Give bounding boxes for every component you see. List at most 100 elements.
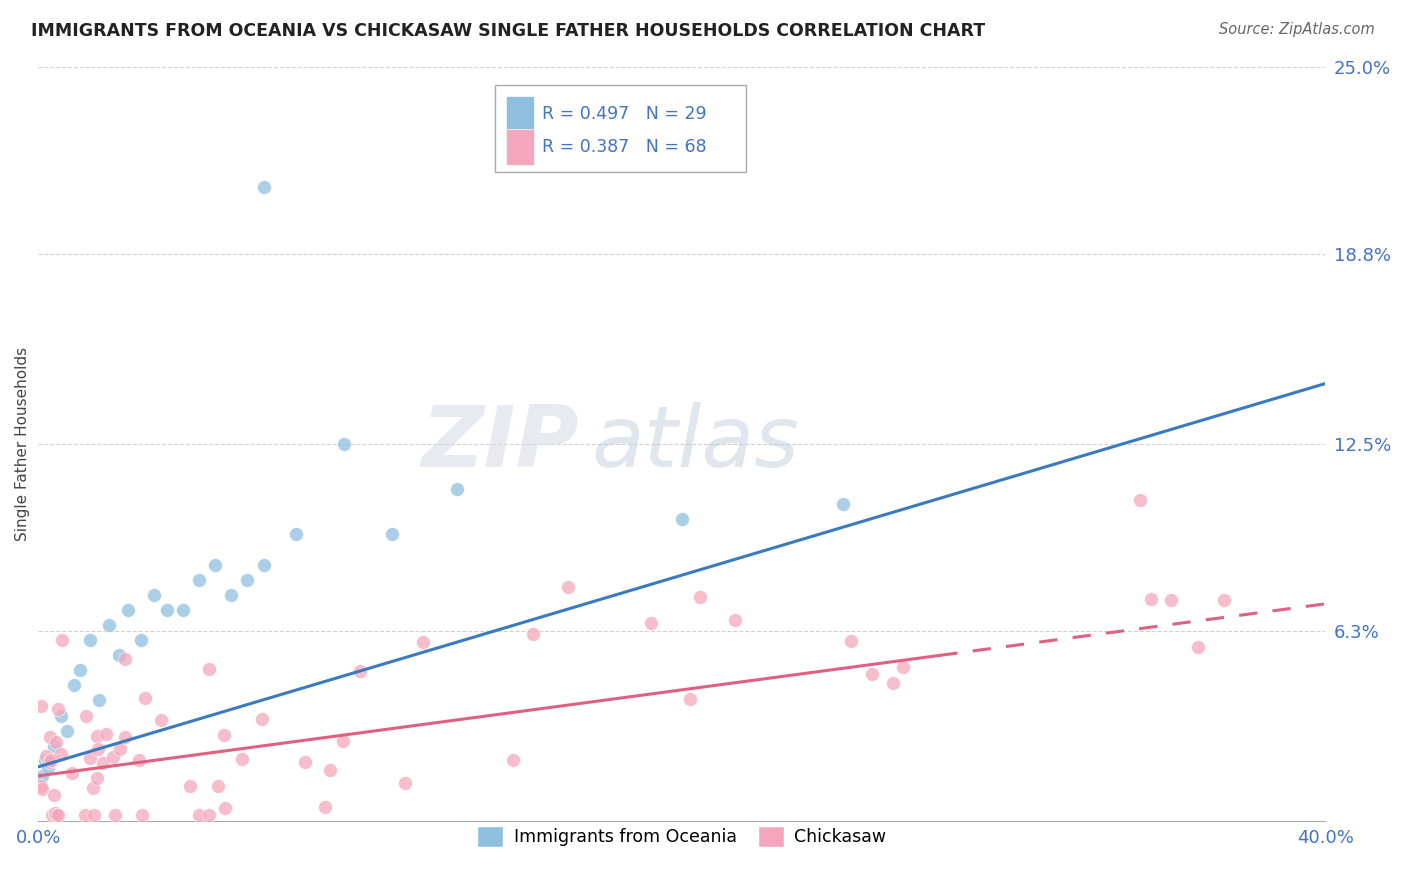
Point: [45, 808, 67, 822]
Point: [882, 675, 904, 690]
Point: [1212, 592, 1234, 607]
Point: [128, 753, 150, 767]
Point: [56, 723, 79, 738]
Point: [30, 779, 52, 793]
Point: [333, 437, 356, 451]
Text: ZIP: ZIP: [422, 402, 579, 485]
Bar: [506, 96, 534, 132]
Point: [522, 627, 544, 641]
Point: [41, 808, 63, 822]
Point: [79, 633, 101, 648]
Point: [37, 760, 59, 774]
Point: [1160, 593, 1182, 607]
Point: [83, 808, 105, 822]
Point: [446, 482, 468, 496]
Point: [349, 665, 371, 679]
Point: [69, 663, 91, 677]
Point: [1187, 640, 1209, 654]
Point: [79, 751, 101, 765]
Point: [891, 660, 914, 674]
Point: [214, 728, 236, 742]
Point: [231, 752, 253, 766]
Point: [49, 747, 72, 761]
Point: [172, 603, 194, 617]
Point: [73, 808, 96, 822]
Point: [94, 727, 117, 741]
Point: [46, 702, 69, 716]
Point: [236, 573, 259, 587]
Point: [110, 742, 132, 756]
Point: [1140, 592, 1163, 607]
Point: [679, 692, 702, 706]
Point: [86, 729, 108, 743]
Point: [34, 754, 56, 768]
Point: [134, 691, 156, 706]
Point: [38, 756, 60, 770]
Point: [252, 558, 274, 572]
Bar: [506, 129, 534, 165]
Point: [114, 730, 136, 744]
Point: [198, 808, 221, 822]
Point: [332, 734, 354, 748]
Point: [98, 618, 121, 632]
Point: [46, 808, 69, 822]
Point: [724, 613, 747, 627]
FancyBboxPatch shape: [495, 86, 747, 172]
Y-axis label: Single Father Households: Single Father Households: [15, 347, 30, 541]
Point: [75, 708, 97, 723]
Point: [45, 734, 67, 748]
Point: [103, 808, 125, 822]
Point: [82, 780, 104, 795]
Point: [44, 788, 66, 802]
Point: [149, 713, 172, 727]
Point: [39, 754, 62, 768]
Point: [640, 616, 662, 631]
Point: [221, 588, 243, 602]
Point: [394, 776, 416, 790]
Point: [502, 753, 524, 767]
Point: [62, 766, 84, 780]
Point: [86, 772, 108, 786]
Point: [31, 769, 53, 783]
Point: [314, 800, 336, 814]
Point: [131, 808, 153, 822]
Point: [671, 512, 693, 526]
Point: [204, 558, 226, 572]
Point: [62, 678, 84, 692]
Point: [87, 742, 110, 756]
Point: [89, 693, 111, 707]
Point: [197, 662, 219, 676]
Point: [319, 764, 342, 778]
Point: [252, 180, 274, 194]
Point: [143, 588, 166, 602]
Point: [156, 603, 179, 617]
Point: [107, 648, 129, 662]
Text: IMMIGRANTS FROM OCEANIA VS CHICKASAW SINGLE FATHER HOUSEHOLDS CORRELATION CHART: IMMIGRANTS FROM OCEANIA VS CHICKASAW SIN…: [31, 22, 986, 40]
Point: [38, 731, 60, 745]
Point: [30, 698, 52, 713]
Point: [1129, 493, 1152, 508]
Point: [31, 781, 53, 796]
Point: [207, 779, 229, 793]
Point: [34, 749, 56, 764]
Point: [689, 590, 711, 604]
Point: [860, 667, 883, 681]
Point: [91, 756, 114, 770]
Point: [381, 527, 404, 541]
Legend: Immigrants from Oceania, Chickasaw: Immigrants from Oceania, Chickasaw: [471, 819, 893, 854]
Point: [44, 739, 66, 753]
Point: [51, 633, 73, 648]
Text: R = 0.497   N = 29: R = 0.497 N = 29: [541, 105, 706, 123]
Point: [114, 652, 136, 666]
Point: [44, 806, 66, 821]
Point: [214, 801, 236, 815]
Text: atlas: atlas: [592, 402, 800, 485]
Point: [101, 749, 124, 764]
Point: [831, 497, 853, 511]
Point: [117, 603, 139, 617]
Point: [188, 573, 211, 587]
Point: [284, 527, 307, 541]
Point: [839, 634, 862, 648]
Text: R = 0.387   N = 68: R = 0.387 N = 68: [541, 138, 706, 156]
Point: [188, 808, 211, 822]
